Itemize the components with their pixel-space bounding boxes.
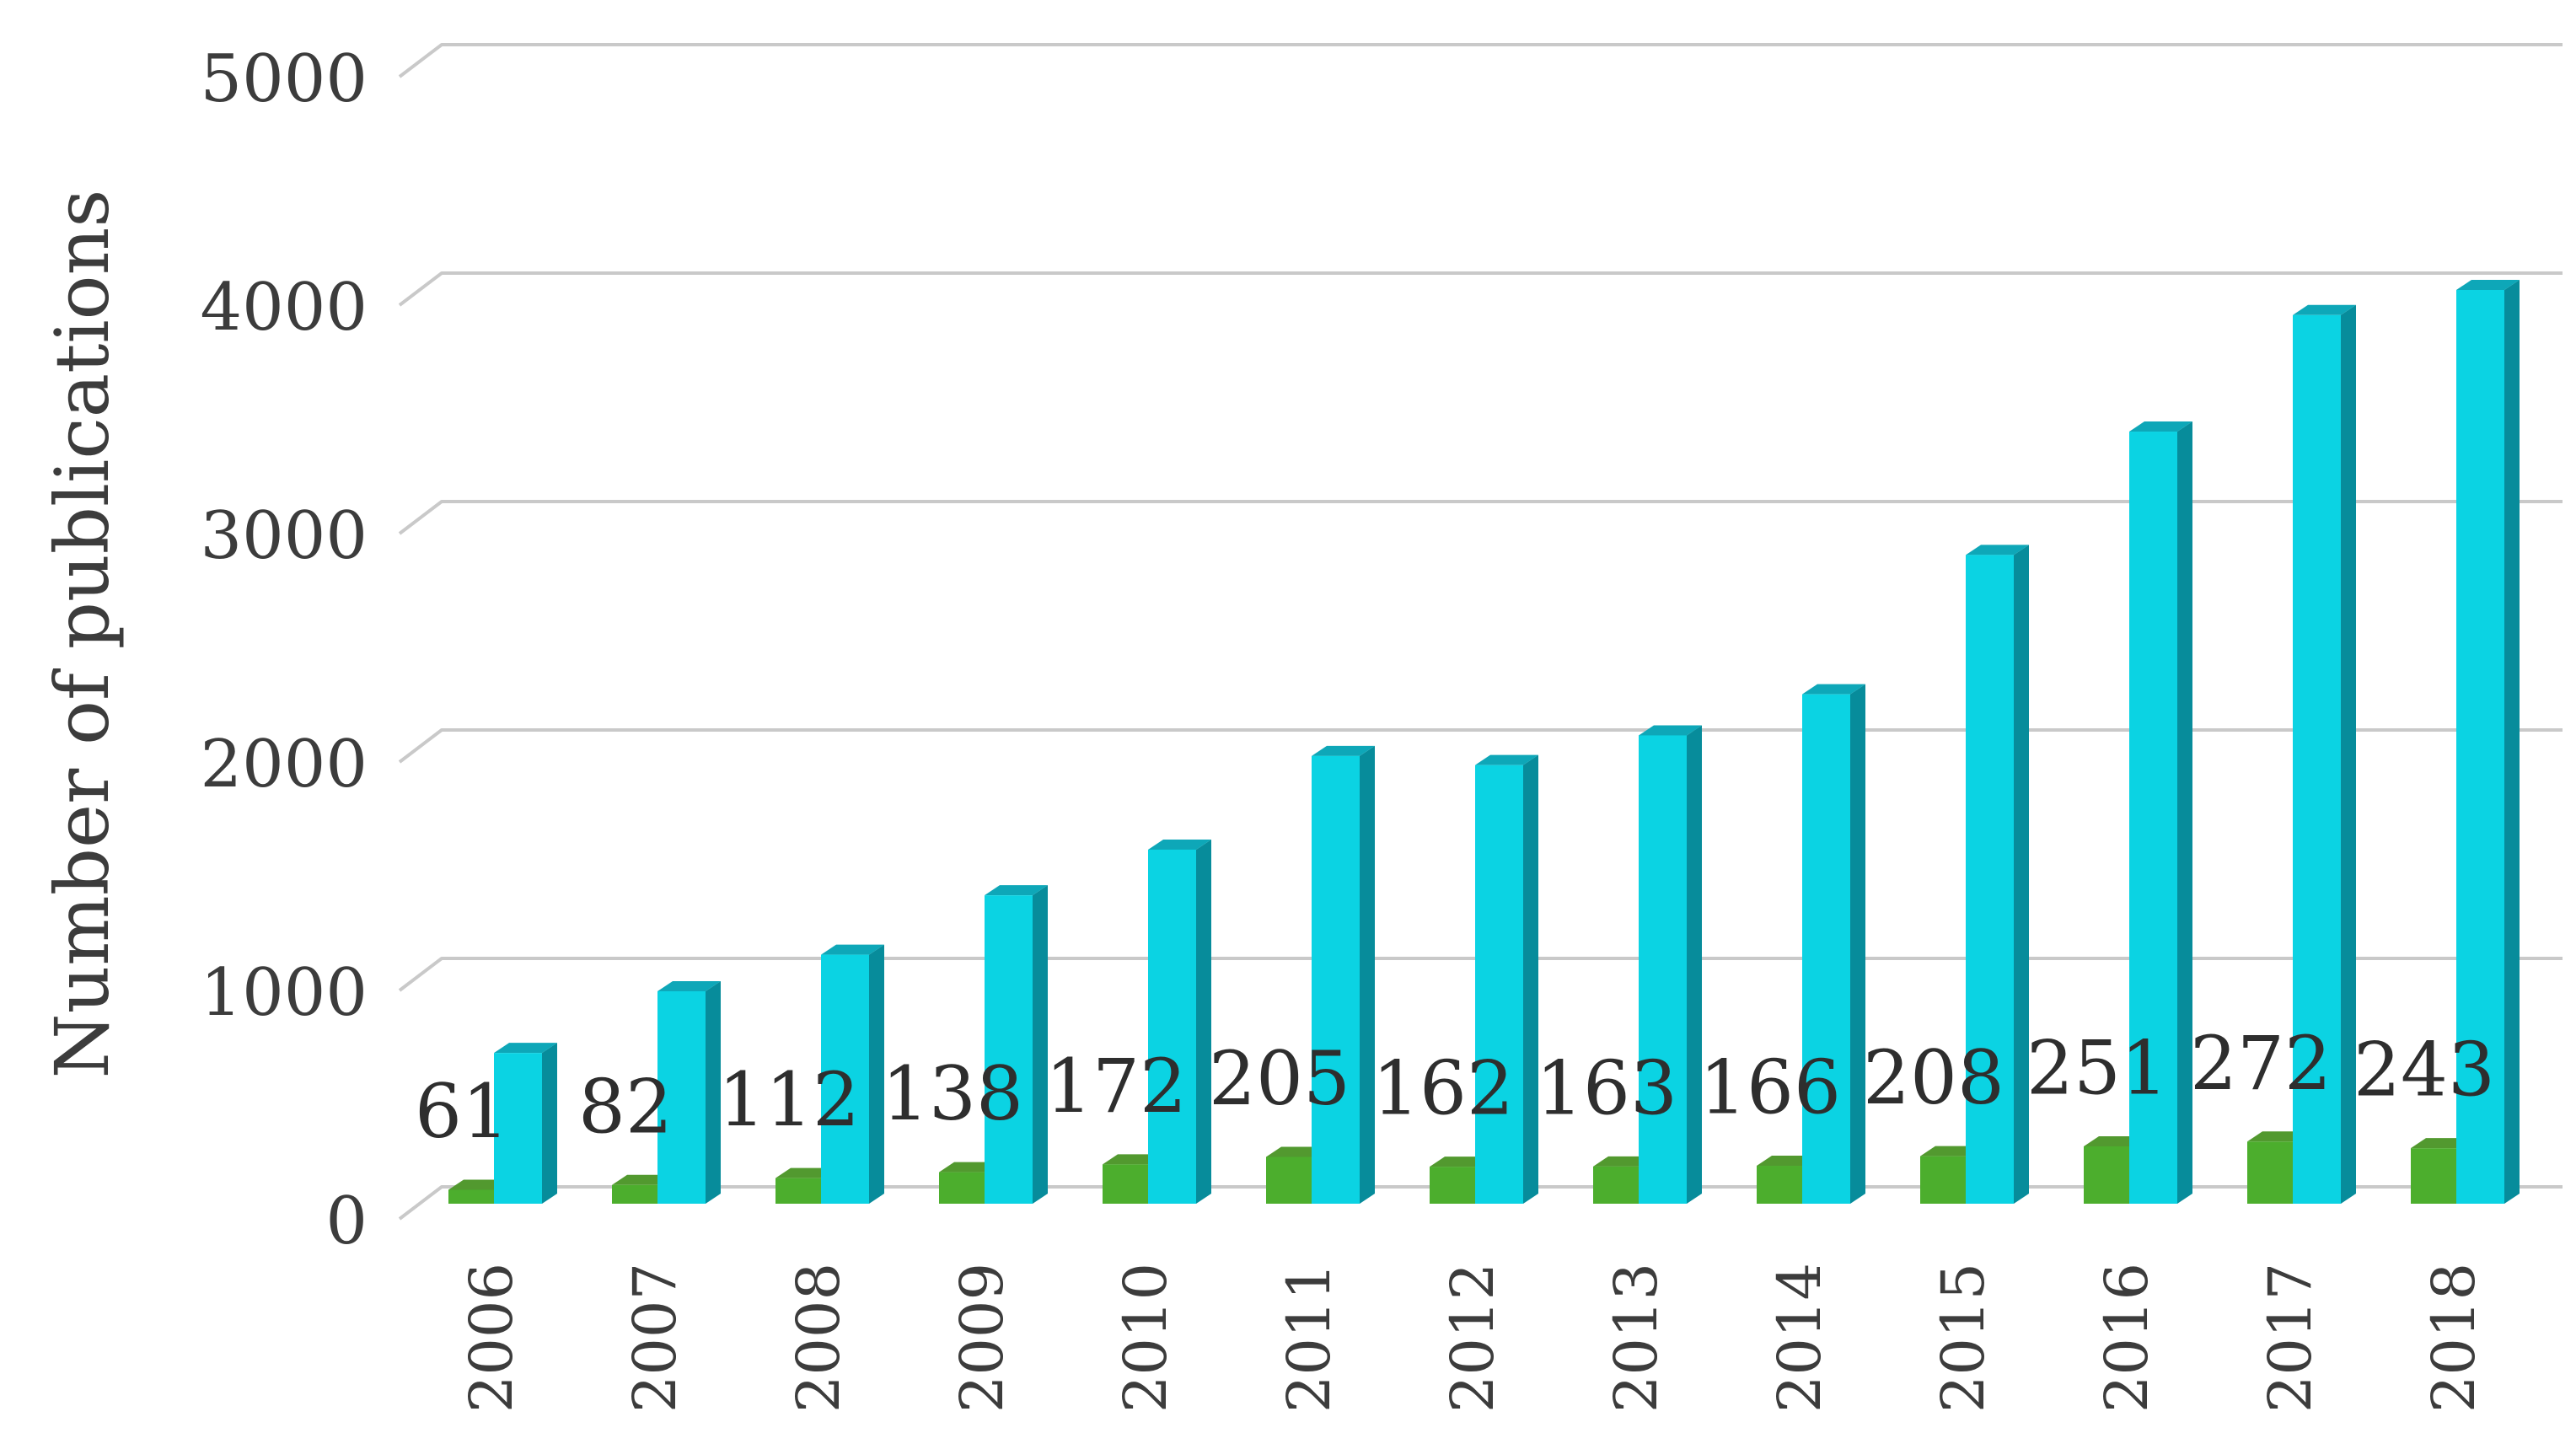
year-label-2011: 2011 — [1275, 1263, 1344, 1413]
year-label-2007: 2007 — [620, 1263, 690, 1413]
data-label-2008: 112 — [718, 1056, 860, 1143]
year-label-2010: 2010 — [1111, 1263, 1180, 1413]
bar-cyan-2017-side — [2341, 304, 2356, 1204]
bar-cyan-2007-side — [706, 980, 721, 1204]
year-label-2006: 2006 — [457, 1263, 526, 1413]
bar-cyan-2009-top — [985, 885, 1048, 896]
data-label-2018: 243 — [2353, 1027, 2495, 1114]
bar-cyan-2010-top — [1148, 839, 1211, 850]
bar-green-2007-front — [612, 1184, 657, 1204]
bar-green-2017-front — [2247, 1141, 2293, 1204]
data-label-2014: 166 — [1699, 1044, 1841, 1131]
y-tick-label-0: 0 — [325, 1183, 368, 1259]
bar-cyan-2014-front — [1802, 694, 1850, 1204]
bar-green-2015-front — [1920, 1156, 1966, 1204]
bar-green-2006-front — [448, 1189, 494, 1204]
year-label-2014: 2014 — [1765, 1263, 1834, 1413]
bar-cyan-2009-front — [985, 895, 1033, 1204]
bar-cyan-2012-front — [1475, 765, 1523, 1204]
bar-cyan-2018-side — [2504, 280, 2520, 1204]
y-axis-title: Number of publications — [39, 190, 126, 1079]
y-tick-label-3000: 3000 — [200, 498, 368, 574]
data-label-2017: 272 — [2190, 1020, 2332, 1107]
bar-green-2012-front — [1430, 1167, 1475, 1204]
bar-cyan-2014-top — [1802, 684, 1865, 695]
data-label-2013: 163 — [1536, 1044, 1677, 1131]
bar-cyan-2006-front — [494, 1053, 542, 1204]
year-label-2008: 2008 — [784, 1263, 853, 1413]
year-label-2012: 2012 — [1438, 1263, 1507, 1413]
data-label-2009: 138 — [882, 1050, 1023, 1137]
bar-cyan-2009-side — [1033, 885, 1048, 1204]
bar-cyan-2006-side — [542, 1043, 557, 1204]
bar-cyan-2011-side — [1360, 745, 1375, 1204]
bar-green-2008-front — [775, 1178, 821, 1204]
bar-green-2010-front — [1103, 1164, 1148, 1204]
bar-green-2018-front — [2411, 1148, 2456, 1204]
bar-cyan-2008-top — [821, 944, 884, 955]
bar-cyan-2015-top — [1966, 545, 2029, 555]
bar-cyan-2014-side — [1850, 684, 1865, 1204]
bar-cyan-2012-top — [1475, 754, 1538, 765]
bar-cyan-2017-top — [2293, 304, 2356, 315]
bar-cyan-2010-side — [1196, 839, 1211, 1204]
bar-cyan-2018-top — [2456, 280, 2520, 290]
year-label-2017: 2017 — [2256, 1263, 2325, 1413]
year-label-2013: 2013 — [1602, 1263, 1671, 1413]
bar-cyan-2016-front — [2129, 432, 2177, 1204]
y-tick-label-4000: 4000 — [200, 270, 368, 346]
y-tick-label-1000: 1000 — [200, 955, 368, 1031]
bar-cyan-2006-top — [494, 1043, 557, 1054]
year-label-2018: 2018 — [2419, 1263, 2488, 1413]
bar-cyan-2013-top — [1639, 725, 1702, 736]
gridline-3000 — [398, 500, 2563, 535]
bar-cyan-2007-front — [657, 990, 706, 1204]
bar-cyan-2010-front — [1148, 849, 1196, 1204]
bar-green-2011-front — [1266, 1157, 1312, 1204]
year-label-2009: 2009 — [947, 1263, 1017, 1413]
labels-layer: 0 1000 2000 3000 4000 5000 61 2006 82 2007 112 2008… — [200, 41, 2495, 1413]
data-label-2006: 61 — [415, 1068, 509, 1155]
data-label-2011: 205 — [1209, 1035, 1350, 1122]
bar-cyan-2007-top — [657, 980, 721, 991]
bars-layer — [448, 280, 2520, 1204]
bar-cyan-2011-front — [1312, 755, 1360, 1204]
y-tick-label-5000: 5000 — [200, 41, 368, 117]
bar-green-2014-front — [1757, 1166, 1802, 1204]
year-label-2016: 2016 — [2092, 1263, 2161, 1413]
bar-cyan-2015-front — [1966, 555, 2014, 1204]
bar-green-2016-front — [2084, 1146, 2129, 1204]
bar-cyan-2017-front — [2293, 314, 2341, 1204]
bar-cyan-2012-side — [1523, 754, 1538, 1204]
year-label-2015: 2015 — [1929, 1263, 1998, 1413]
data-label-2016: 251 — [2026, 1024, 2168, 1111]
data-label-2010: 172 — [1045, 1043, 1187, 1130]
data-label-2012: 162 — [1372, 1045, 1514, 1132]
bar-cyan-2018-front — [2456, 290, 2504, 1204]
bar-cyan-2011-top — [1312, 745, 1375, 756]
gridline-2000 — [398, 728, 2563, 764]
bar-green-2009-front — [939, 1172, 985, 1204]
gridline-4000 — [398, 271, 2563, 307]
bar-green-2013-front — [1593, 1166, 1639, 1204]
bar-cyan-2008-front — [821, 954, 869, 1204]
data-label-2007: 82 — [578, 1063, 673, 1150]
bar-cyan-2013-side — [1687, 725, 1702, 1204]
bar-cyan-2016-top — [2129, 421, 2192, 432]
bar-cyan-2008-side — [869, 944, 884, 1204]
bar-cyan-2015-side — [2014, 545, 2029, 1204]
y-tick-label-2000: 2000 — [200, 727, 368, 802]
data-label-2015: 208 — [1863, 1034, 2004, 1121]
bar-cyan-2013-front — [1639, 735, 1687, 1204]
bar-cyan-2016-side — [2177, 421, 2192, 1204]
gridline-5000 — [398, 43, 2563, 78]
